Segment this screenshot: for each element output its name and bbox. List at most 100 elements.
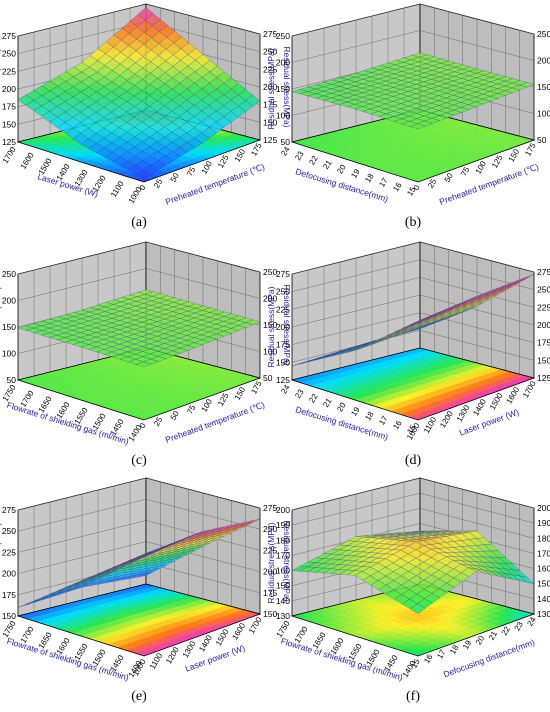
z-tick-label-right: 175: [263, 588, 277, 598]
z-tick-label-right: 250: [537, 29, 550, 39]
z-tick-label-right: 100: [537, 109, 550, 119]
z-tick-label-left: 175: [276, 340, 290, 350]
x-tick-label: 17: [377, 414, 390, 427]
z-gridline: [17, 268, 261, 301]
z-tick-label-right: 250: [263, 47, 277, 57]
y-tick-label: 50: [169, 171, 182, 184]
z-tick-label-left: 170: [276, 550, 290, 560]
z-tick-label-left: 100: [276, 111, 290, 121]
z-axis-label-left: Residual stress(MPa): [266, 286, 276, 367]
y-tick-label: 16: [422, 652, 435, 665]
panel-caption: (e): [131, 689, 147, 704]
z-gridline: [291, 477, 535, 511]
z-tick-label-right: 150: [537, 355, 550, 365]
z-tick-label-right: 150: [537, 82, 550, 92]
y-tick-label: 20: [474, 634, 487, 647]
z-tick-label-left: 150: [2, 119, 16, 129]
x-tick-label: 16: [391, 180, 404, 193]
y-tick-label: 23: [513, 620, 526, 633]
z-axis-label-left: Residual stress(MPa): [0, 286, 2, 367]
z-tick-label-left: 225: [2, 66, 16, 76]
z-tick-label-left: 150: [276, 84, 290, 94]
z-tick-label-right: 275: [537, 267, 550, 277]
y-axis-label: Defocusing distance(mm): [442, 637, 536, 679]
z-tick-label-right: 175: [537, 338, 550, 348]
z-gridline: [291, 241, 535, 275]
x-tick-label: 18: [363, 171, 376, 184]
y-tick-label: 1000: [405, 421, 422, 441]
x-tick-label: 1600: [19, 151, 36, 171]
z-axis-label-right: Residual stress(MPa): [282, 46, 292, 127]
panel-caption: (d): [404, 453, 422, 468]
z-tick-label-right: 250: [537, 285, 550, 295]
y-tick-label: 21: [487, 629, 500, 642]
z-tick-label-left: 200: [2, 296, 16, 306]
z-gridline: [291, 330, 535, 363]
z-gridline: [291, 277, 535, 310]
z-tick-label-right: 275: [263, 29, 277, 39]
z-tick-label-right: 200: [263, 567, 277, 577]
surface-cell: [135, 361, 152, 368]
z-tick-label-left: 125: [276, 375, 290, 385]
z-tick-label-left: 190: [276, 520, 290, 530]
y-tick-label: 1000: [131, 657, 148, 677]
x-tick-label: 16: [391, 418, 404, 431]
y-tick-label: 25: [152, 177, 165, 190]
z-tick-label-right: 50: [537, 135, 547, 145]
x-tick-label: 20: [335, 163, 348, 176]
z-gridline: [291, 3, 535, 37]
z-tick-label-right: 175: [263, 100, 277, 110]
floor-outline: [16, 583, 262, 657]
floor-outline: [290, 583, 536, 657]
z-tick-label-right: 50: [263, 373, 273, 383]
y-tick-label: 50: [443, 171, 456, 184]
z-tick-label-left: 100: [2, 349, 16, 359]
surface-cell: [409, 603, 426, 614]
z-tick-label-right: 140: [537, 594, 550, 604]
z-tick-label-left: 150: [2, 322, 16, 332]
z-gridline: [17, 241, 261, 275]
z-axis-label-right: Residual stress(MPa): [282, 284, 292, 365]
z-axis-label-right: Residual stress(MPa): [282, 520, 292, 601]
chart-panel-e: 150 150 175 175 200 200 225 225 250 250 275 275 Resi…: [0, 476, 292, 712]
x-tick-label: 1700: [1, 145, 18, 165]
z-tick-label-left: 250: [2, 269, 16, 279]
z-tick-label-right: 200: [537, 320, 550, 330]
y-tick-label: 25: [152, 415, 165, 428]
x-tick-label: 19: [349, 405, 362, 418]
z-tick-label-left: 250: [2, 526, 16, 536]
surface-cell: [135, 169, 152, 179]
z-tick-label-right: 150: [537, 579, 550, 589]
y-tick-label: 75: [459, 165, 472, 178]
z-tick-label-right: 250: [263, 524, 277, 534]
z-tick-label-right: 150: [263, 117, 277, 127]
z-gridline: [291, 508, 535, 541]
z-gridline: [17, 477, 261, 511]
z-axis-label-left: Residual stress(MPa): [0, 48, 2, 129]
z-gridline: [17, 541, 261, 574]
x-tick-label: 23: [293, 149, 306, 162]
y-tick-label: 17: [435, 648, 448, 661]
z-tick-label-right: 170: [537, 548, 550, 558]
z-gridline: [17, 3, 261, 37]
z-tick-label-right: 200: [263, 82, 277, 92]
panel-caption: (c): [131, 453, 147, 468]
z-tick-label-right: 190: [537, 518, 550, 528]
y-tick-label: 75: [185, 403, 198, 416]
y-tick-label: 0: [412, 183, 422, 192]
x-tick-label: 22: [307, 154, 320, 167]
x-axis-label: Laser power (W): [36, 171, 99, 199]
surface-cell: [409, 123, 426, 130]
y-tick-label: 0: [138, 183, 148, 192]
x-tick-label: 21: [321, 396, 334, 409]
z-tick-label-right: 125: [263, 135, 277, 145]
chart-panel-d: 125 125 150 150 175 175 200 200 225 225 250 250 275 2…: [266, 240, 550, 476]
z-tick-label-left: 50: [7, 375, 17, 385]
chart-panel-a: 125 125 150 150 175 175 200 200 225 225 250 250 275 2…: [0, 2, 292, 238]
z-tick-label-right: 200: [537, 503, 550, 513]
floor-outline: [16, 347, 262, 421]
